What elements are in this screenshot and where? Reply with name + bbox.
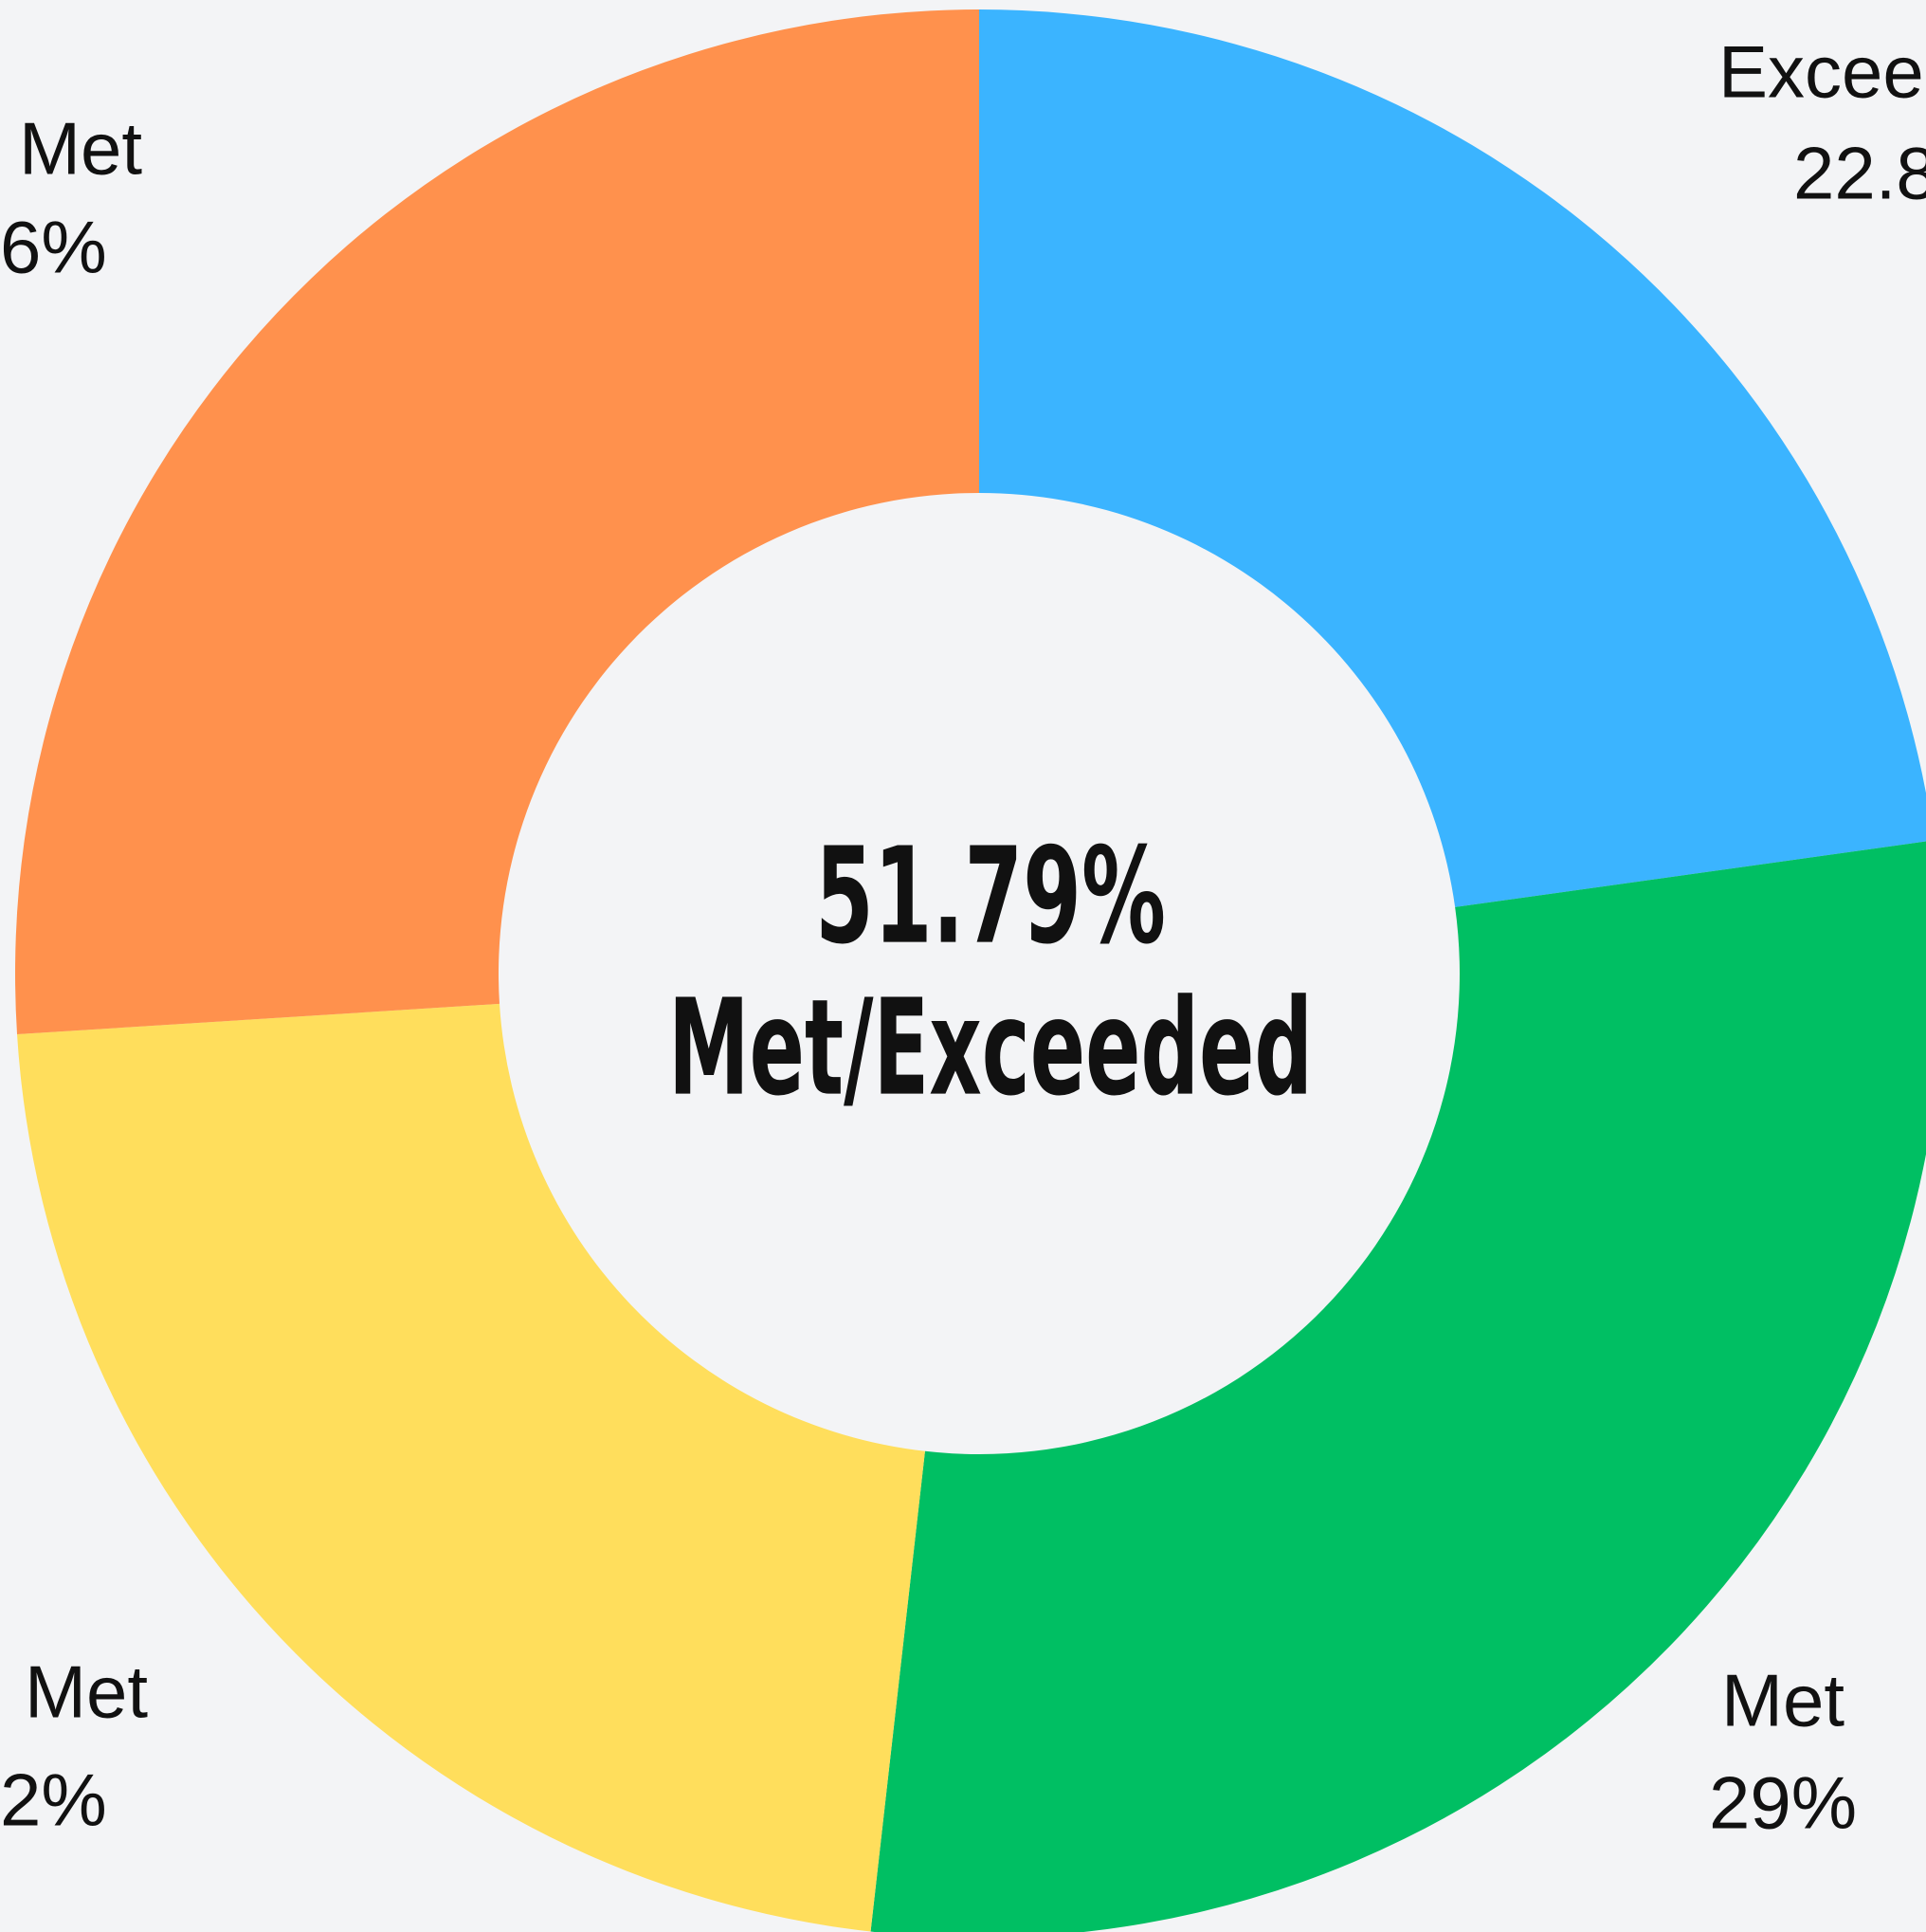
segment-label: Excee bbox=[1718, 30, 1924, 114]
value-label: 22.8 bbox=[1793, 132, 1926, 215]
value-label: 29% bbox=[1709, 1761, 1857, 1845]
segment-label: Met bbox=[25, 1650, 148, 1734]
chart: 51.79% Met/Exceeded Excee 22.8 Met 29% Met 2%… bbox=[0, 0, 1926, 1932]
segment-label: Met bbox=[19, 107, 142, 191]
value-label: 6% bbox=[0, 206, 107, 289]
value-label: 2% bbox=[0, 1759, 107, 1842]
center-label: Met/Exceeded bbox=[668, 972, 1313, 1126]
segment-label: Met bbox=[1721, 1659, 1844, 1742]
center-value: 51.79% bbox=[815, 820, 1166, 975]
